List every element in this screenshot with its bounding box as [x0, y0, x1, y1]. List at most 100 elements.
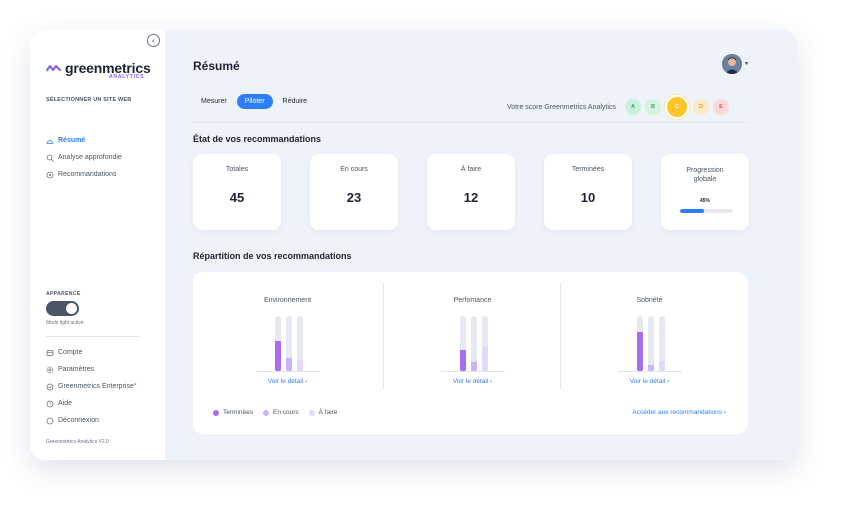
progress-percent: 45% — [699, 198, 710, 204]
logo-text: greenmetrics — [65, 60, 151, 76]
access-recommendations-link[interactable]: Accéder aux recommandations › — [632, 409, 726, 416]
stat-label: En cours — [340, 166, 368, 173]
app-window: ‹ greenmetrics ANALYTICS SÉLECTIONNER UN… — [30, 30, 797, 460]
bar-group — [255, 314, 320, 372]
legend-label: En cours — [272, 409, 299, 416]
sidebar-divider — [46, 336, 141, 337]
column-title: Perfomance — [453, 297, 492, 304]
column-title: Sobriété — [636, 297, 663, 304]
page-title: Résumé — [193, 59, 240, 73]
sidebar-item-recommandations[interactable]: Recommandations — [46, 166, 122, 183]
bar-terminees-track — [274, 316, 281, 372]
theme-toggle[interactable] — [46, 301, 79, 316]
sidebar-item-label: Paramètres — [58, 366, 95, 373]
bar-terminees-track — [459, 316, 466, 372]
sidebar-item-deconnexion[interactable]: Déconnexion — [46, 412, 137, 429]
bar-en-cours — [285, 358, 292, 372]
logout-icon — [46, 417, 54, 424]
chevron-left-icon[interactable]: ‹ — [147, 34, 160, 47]
sidebar-item-parametres[interactable]: Paramètres — [46, 361, 137, 378]
progress-bar — [680, 209, 733, 213]
legend: Terminées En cours À faire — [213, 409, 347, 416]
progress-label-line1: Progression — [686, 167, 724, 174]
repartition-title: Répartition de vos recommandations — [193, 251, 352, 261]
logo-subtitle: ANALYTICS — [109, 74, 145, 80]
bar-terminees-track — [636, 316, 643, 372]
legend-item: Terminées — [213, 409, 253, 416]
stat-label: À faire — [460, 166, 482, 173]
tab-piloter[interactable]: Piloter — [236, 94, 273, 109]
user-avatar-icon — [722, 54, 742, 74]
logo[interactable]: greenmetrics — [46, 60, 151, 76]
voir-detail-link[interactable]: Voir le détail › — [267, 378, 308, 385]
mode-tabs: Mesurer Piloter Réduire — [193, 94, 317, 109]
sidebar-item-label: Recommandations — [58, 171, 117, 178]
sidebar-item-resume[interactable]: Résumé — [46, 132, 122, 149]
sidebar-item-analyse[interactable]: Analyse approfondie — [46, 149, 122, 166]
legend-dot — [213, 409, 219, 416]
score-label: Votre score Greenmetrics Analytics — [507, 103, 616, 111]
legend-dot — [308, 409, 315, 416]
tab-mesurer[interactable]: Mesurer — [201, 98, 227, 105]
sidebar-item-label: Résumé — [58, 137, 86, 144]
site-select[interactable]: SÉLECTIONNER UN SITE WEB — [46, 97, 132, 103]
sidebar-item-aide[interactable]: ? Aide — [46, 395, 137, 412]
voir-detail-link[interactable]: Voir le détail › — [629, 378, 670, 385]
stat-card-a-faire: À faire 12 — [427, 154, 515, 230]
stat-card-en-cours: En cours 23 — [310, 154, 398, 230]
bar-en-cours — [647, 365, 654, 372]
stat-card-totales: Totales 45 — [193, 154, 281, 230]
bar-baseline — [255, 371, 320, 372]
column-divider — [560, 282, 561, 390]
bar-en-cours-track — [470, 316, 477, 372]
chevron-down-icon[interactable]: ▾ — [745, 61, 749, 67]
sidebar-bottom-nav: Compte Paramètres Greenmetrics Enterpris… — [46, 344, 137, 429]
sidebar: ‹ greenmetrics ANALYTICS SÉLECTIONNER UN… — [30, 30, 165, 460]
card-icon — [46, 349, 54, 356]
bar-baseline — [440, 371, 505, 372]
magnifier-icon — [46, 154, 54, 162]
avatar[interactable] — [722, 54, 742, 74]
gear-icon — [46, 366, 54, 373]
stat-value: 23 — [346, 190, 362, 205]
bulb-icon — [46, 171, 54, 178]
bar-en-cours — [470, 361, 477, 372]
legend-label: Terminées — [223, 409, 253, 416]
enterprise-icon — [46, 383, 54, 390]
sidebar-item-enterprise[interactable]: Greenmetrics Enterprise° — [46, 378, 137, 395]
bar-terminees — [459, 349, 466, 372]
header-divider — [193, 122, 748, 123]
help-icon: ? — [46, 400, 54, 407]
mode-text: Mode light activé — [46, 320, 84, 326]
stat-card-progression: Progression globale 45% — [661, 154, 749, 230]
legend-item: En cours — [262, 409, 299, 416]
column-environnement: Environnement Voir le détail › — [199, 282, 376, 392]
repartition-card: Environnement Voir le détail › Perfomanc… — [193, 272, 748, 434]
bar-group — [617, 314, 682, 372]
bar-terminees — [274, 341, 281, 372]
score-a: A — [624, 99, 641, 115]
stat-value: 12 — [463, 190, 479, 205]
voir-detail-link[interactable]: Voir le détail › — [452, 378, 493, 385]
bar-en-cours-track — [647, 316, 654, 372]
bar-a-faire — [481, 346, 488, 372]
chart-icon — [46, 139, 54, 144]
stat-value: 45 — [229, 190, 245, 205]
stat-label: Totales — [225, 166, 249, 173]
sidebar-item-label: Greenmetrics Enterprise° — [58, 383, 137, 390]
sidebar-nav: Résumé Analyse approfondie Recommandatio… — [46, 132, 122, 183]
stat-label: Terminées — [571, 166, 605, 173]
tab-reduire[interactable]: Réduire — [282, 98, 308, 105]
progress-label-line2: globale — [693, 176, 717, 183]
main-content: Résumé ▾ Mesurer Piloter Réduire Votre s… — [165, 30, 797, 460]
column-sobriete: Sobriété Voir le détail › — [561, 282, 738, 392]
sidebar-item-compte[interactable]: Compte — [46, 344, 137, 361]
bar-group — [440, 314, 505, 372]
progress-fill — [680, 209, 704, 213]
score-bar: Votre score Greenmetrics Analytics A B C… — [507, 95, 729, 119]
appearance-label: APPARENCE — [46, 291, 81, 297]
bar-a-faire-track — [658, 316, 665, 372]
bar-terminees — [636, 331, 643, 372]
column-divider — [383, 282, 384, 390]
svg-text:?: ? — [49, 401, 52, 406]
